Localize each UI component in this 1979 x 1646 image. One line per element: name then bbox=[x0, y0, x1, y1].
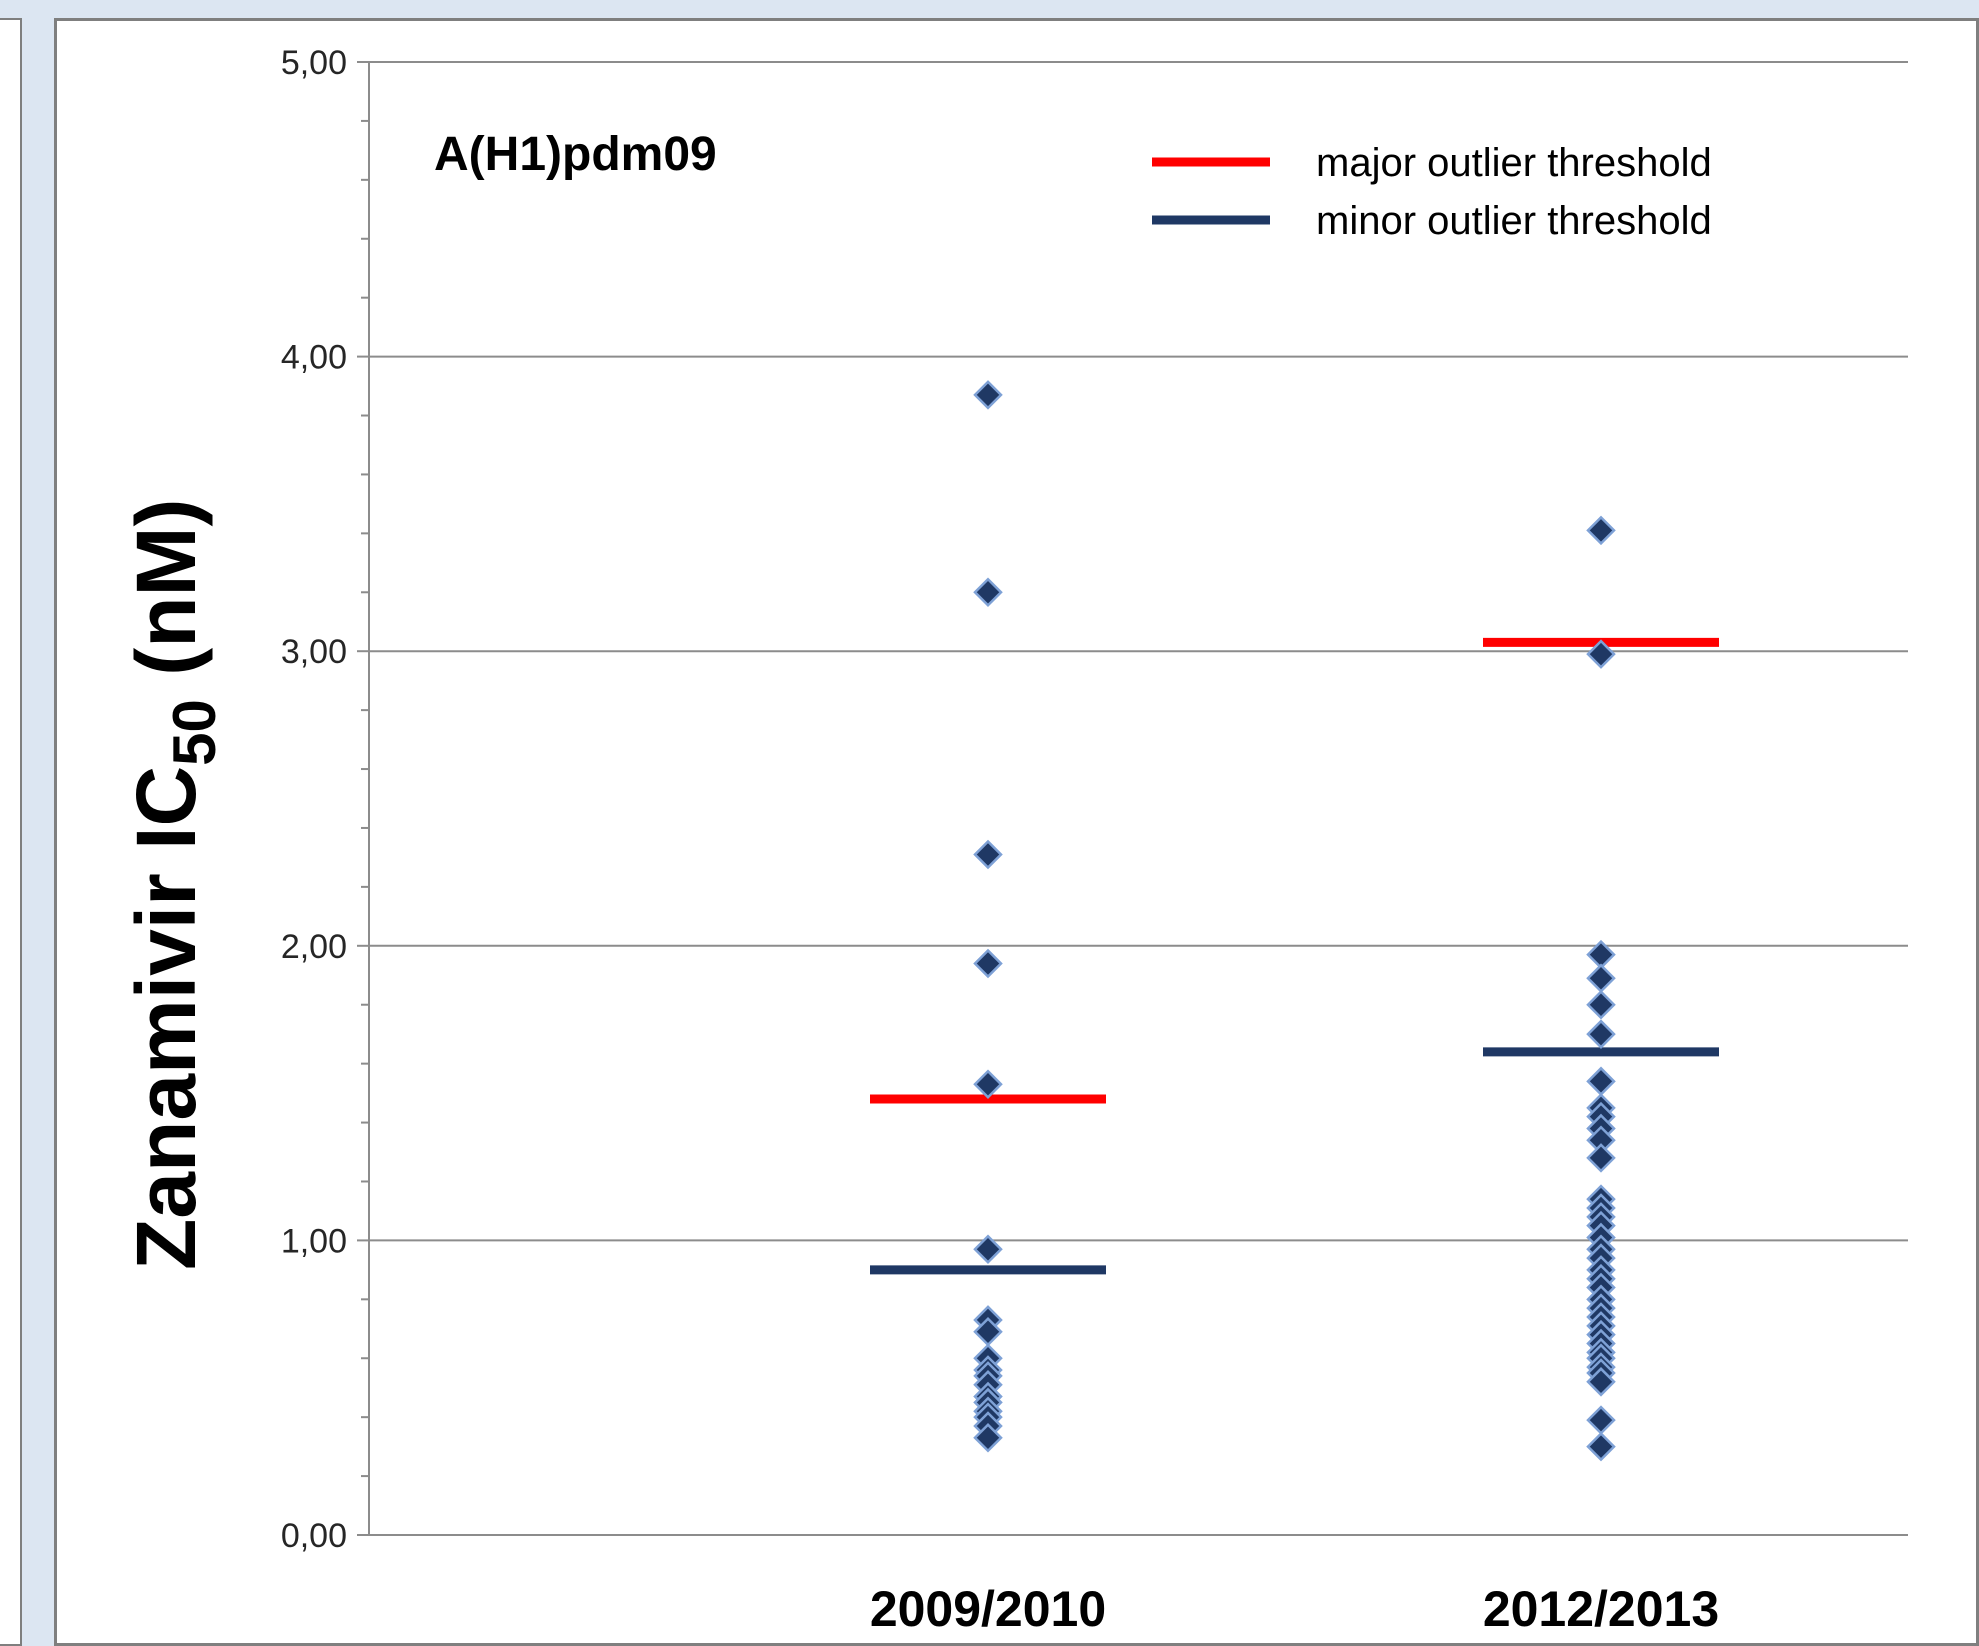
data-point bbox=[1586, 1066, 1616, 1097]
legend: major outlier threshold minor outlier thr… bbox=[1152, 141, 1712, 243]
data-point bbox=[973, 380, 1003, 410]
data-point bbox=[1586, 1143, 1616, 1173]
x-category-label: 2009/2010 bbox=[870, 1581, 1106, 1637]
y-tick-label: 3,00 bbox=[281, 633, 347, 671]
data-point bbox=[973, 1234, 1003, 1265]
y-axis bbox=[357, 61, 370, 1536]
data-point bbox=[1586, 639, 1616, 669]
data-point bbox=[1586, 1367, 1616, 1397]
data-point bbox=[973, 577, 1003, 608]
y-tick-labels: 0,00 1,00 2,00 3,00 4,00 5,00 bbox=[281, 44, 347, 1555]
data-point bbox=[973, 1423, 1003, 1453]
x-category-labels: 2009/2010 2012/2013 bbox=[870, 1581, 1719, 1637]
data-point bbox=[1586, 1405, 1616, 1435]
data-point bbox=[973, 948, 1003, 979]
legend-label: major outlier threshold bbox=[1316, 141, 1712, 185]
y-tick-label: 5,00 bbox=[281, 44, 347, 82]
data-point bbox=[1586, 989, 1616, 1020]
chart-panel bbox=[54, 18, 1979, 1646]
data-point bbox=[1586, 963, 1616, 993]
data-point bbox=[973, 839, 1003, 870]
threshold-lines bbox=[870, 637, 1719, 1275]
chart-title: A(H1)pdm09 bbox=[434, 128, 717, 181]
data-point bbox=[1586, 515, 1616, 546]
gridlines bbox=[369, 61, 1908, 1536]
y-tick-label: 1,00 bbox=[281, 1222, 347, 1260]
legend-label: minor outlier threshold bbox=[1316, 199, 1712, 243]
data-point bbox=[973, 1069, 1003, 1100]
x-category-label: 2012/2013 bbox=[1483, 1581, 1719, 1637]
y-tick-label: 4,00 bbox=[281, 339, 347, 377]
y-tick-label: 2,00 bbox=[281, 928, 347, 966]
data-point bbox=[1586, 1431, 1616, 1462]
y-axis-label: Zanamivir IC50 (nM) bbox=[119, 499, 228, 1271]
data-points bbox=[973, 380, 1616, 1462]
y-tick-label: 0,00 bbox=[281, 1517, 347, 1555]
left-panel-edge bbox=[0, 18, 22, 1646]
data-point bbox=[1586, 1019, 1616, 1049]
